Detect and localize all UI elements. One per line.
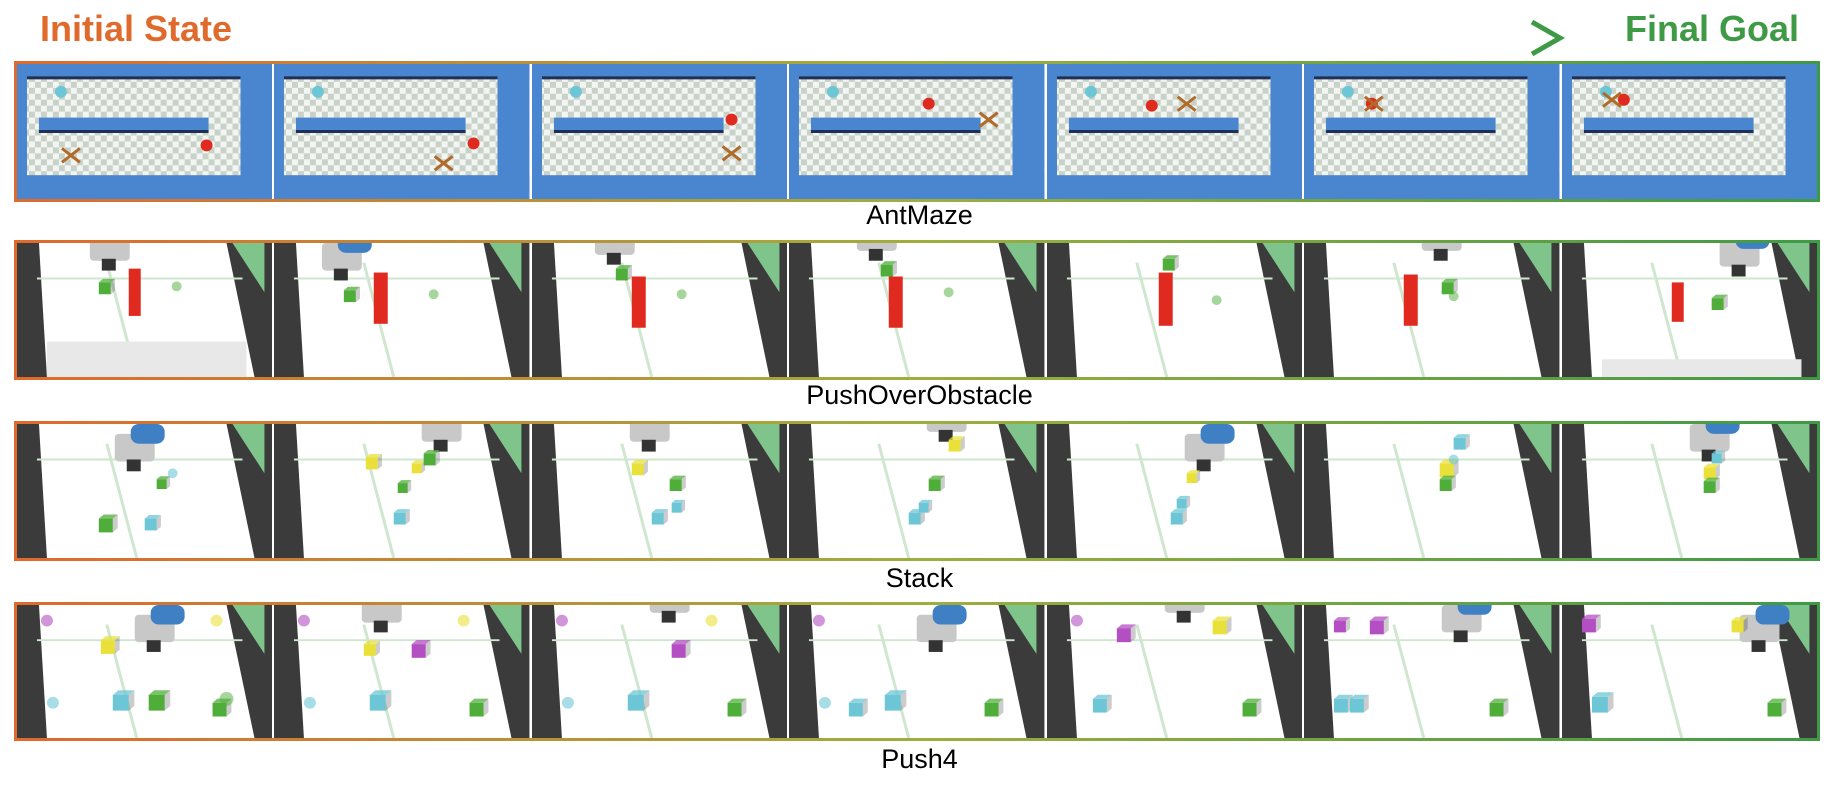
antmaze-frame bbox=[1046, 64, 1305, 199]
push4-frame bbox=[1304, 605, 1562, 738]
stack-strip bbox=[14, 421, 1820, 561]
stack-frame bbox=[1304, 424, 1562, 558]
antmaze-frame bbox=[1304, 64, 1562, 199]
push4-strip bbox=[14, 602, 1820, 741]
push4-frame bbox=[1046, 605, 1305, 738]
stack-frame bbox=[274, 424, 532, 558]
stack-frame bbox=[1561, 424, 1817, 558]
pushoverobstacle-frame bbox=[789, 243, 1047, 377]
pushoverobstacle-frame bbox=[1046, 243, 1305, 377]
pushoverobstacle-caption: PushOverObstacle bbox=[806, 380, 1033, 410]
antmaze-frame bbox=[1561, 64, 1817, 199]
pushoverobstacle-strip bbox=[14, 240, 1820, 380]
push4-frame bbox=[531, 605, 790, 738]
push4-frame bbox=[1561, 605, 1817, 738]
antmaze-caption: AntMaze bbox=[866, 200, 973, 230]
stack-frame bbox=[531, 424, 790, 558]
stack-frame bbox=[789, 424, 1047, 558]
antmaze-strip bbox=[14, 61, 1820, 202]
antmaze-frame bbox=[531, 64, 790, 199]
antmaze-frame bbox=[789, 64, 1047, 199]
pushoverobstacle-frame bbox=[1561, 243, 1817, 377]
antmaze-frame bbox=[17, 64, 275, 199]
final-goal-label: Final Goal bbox=[1624, 8, 1799, 49]
initial-state-label: Initial State bbox=[40, 8, 233, 49]
stack-frame bbox=[17, 424, 275, 558]
pushoverobstacle-frame bbox=[531, 243, 790, 377]
pushoverobstacle-frame bbox=[1304, 243, 1562, 377]
push4-frame bbox=[274, 605, 532, 738]
pushoverobstacle-frame bbox=[274, 243, 532, 377]
antmaze-frame bbox=[274, 64, 532, 199]
pushoverobstacle-frame bbox=[17, 243, 275, 377]
push4-frame bbox=[789, 605, 1047, 738]
push4-frame bbox=[17, 605, 275, 738]
progress-arrow bbox=[272, 19, 1566, 57]
push4-caption: Push4 bbox=[881, 744, 958, 774]
stack-caption: Stack bbox=[885, 563, 954, 593]
stack-frame bbox=[1046, 424, 1305, 558]
